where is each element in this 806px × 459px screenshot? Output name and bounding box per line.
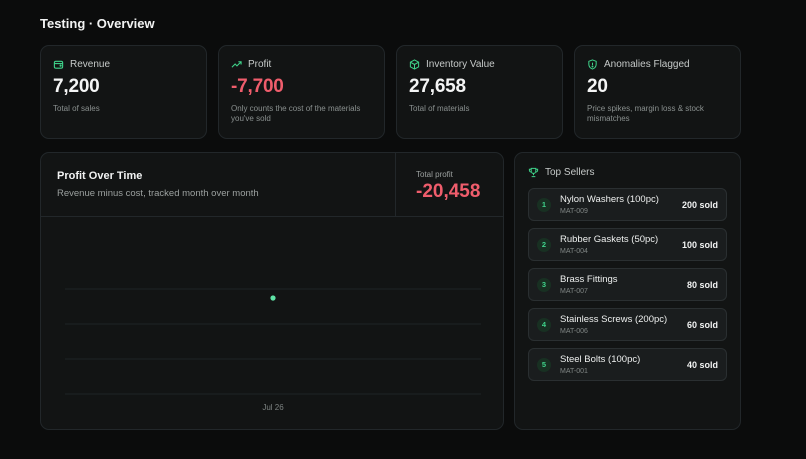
rank-badge: 3 [537, 278, 551, 292]
stat-subtext: Total of materials [409, 104, 470, 113]
stat-value: 20 [587, 76, 608, 97]
trophy-icon [528, 167, 539, 178]
seller-sold-count: 100 sold [681, 240, 718, 250]
seller-row[interactable]: 4 Stainless Screws (200pc) MAT-006 60 so… [528, 308, 727, 341]
seller-code: MAT-007 [560, 288, 588, 295]
seller-sold-count: 60 sold [686, 320, 718, 330]
seller-name: Brass Fittings [560, 274, 618, 285]
seller-name: Nylon Washers (100pc) [560, 194, 659, 205]
shield-alert-icon [588, 59, 597, 70]
seller-code: MAT-004 [560, 248, 588, 255]
stat-subtext: Price spikes, margin loss & stock mismat… [587, 104, 704, 123]
top-sellers-card: Top Sellers 1 Nylon Washers (100pc) MAT-… [514, 152, 741, 430]
rank-badge: 1 [537, 198, 551, 212]
box-icon [409, 59, 420, 70]
stat-label: Inventory Value [426, 59, 495, 70]
seller-name: Steel Bolts (100pc) [560, 354, 641, 365]
stat-value: 7,200 [53, 76, 100, 97]
seller-code: MAT-009 [560, 208, 588, 215]
revenue-card: Revenue 7,200 Total of sales [40, 45, 207, 139]
seller-row[interactable]: 5 Steel Bolts (100pc) MAT-001 40 sold [528, 348, 727, 381]
chart-subtitle: Revenue minus cost, tracked month over m… [57, 188, 259, 199]
seller-code: MAT-006 [560, 328, 588, 335]
stat-subtext: Only counts the cost of the materials yo… [231, 104, 361, 123]
total-profit-box: Total profit -20,458 [395, 153, 503, 217]
seller-row[interactable]: 1 Nylon Washers (100pc) MAT-009 200 sold [528, 188, 727, 221]
stat-value: -7,700 [231, 76, 284, 97]
rank-badge: 2 [537, 238, 551, 252]
top-sellers-title: Top Sellers [545, 167, 595, 178]
stat-label: Anomalies Flagged [604, 59, 690, 70]
data-point[interactable] [270, 295, 276, 301]
x-axis-tick-label: Jul 26 [262, 403, 284, 412]
seller-sold-count: 80 sold [686, 280, 718, 290]
seller-name: Rubber Gaskets (50pc) [560, 234, 659, 245]
chart-header: Profit Over Time Revenue minus cost, tra… [41, 153, 503, 217]
inventory-value-card: Inventory Value 27,658 Total of material… [396, 45, 563, 139]
page-title: Testing · Overview [40, 16, 155, 31]
seller-row[interactable]: 3 Brass Fittings MAT-007 80 sold [528, 268, 727, 301]
rank-badge: 5 [537, 358, 551, 372]
rank-badge: 4 [537, 318, 551, 332]
total-profit-label: Total profit [416, 170, 453, 179]
profit-chart-plot: Jul 26 [65, 288, 481, 412]
stat-value: 27,658 [409, 76, 466, 97]
seller-sold-count: 200 sold [681, 200, 718, 210]
total-profit-value: -20,458 [416, 181, 481, 202]
trending-up-icon [231, 61, 242, 68]
seller-row[interactable]: 2 Rubber Gaskets (50pc) MAT-004 100 sold [528, 228, 727, 261]
stat-subtext: Total of sales [53, 104, 100, 113]
profit-card: Profit -7,700 Only counts the cost of th… [218, 45, 385, 139]
stat-label: Revenue [70, 59, 111, 70]
top-sellers-list: 1 Nylon Washers (100pc) MAT-009 200 sold… [528, 188, 727, 381]
wallet-icon [53, 60, 64, 69]
anomalies-card: Anomalies Flagged 20 Price spikes, margi… [574, 45, 741, 139]
seller-sold-count: 40 sold [686, 360, 718, 370]
stat-label: Profit [248, 59, 272, 70]
chart-title: Profit Over Time [57, 170, 143, 182]
seller-code: MAT-001 [560, 368, 588, 375]
profit-over-time-card: Profit Over Time Revenue minus cost, tra… [40, 152, 504, 430]
seller-name: Stainless Screws (200pc) [560, 314, 668, 325]
